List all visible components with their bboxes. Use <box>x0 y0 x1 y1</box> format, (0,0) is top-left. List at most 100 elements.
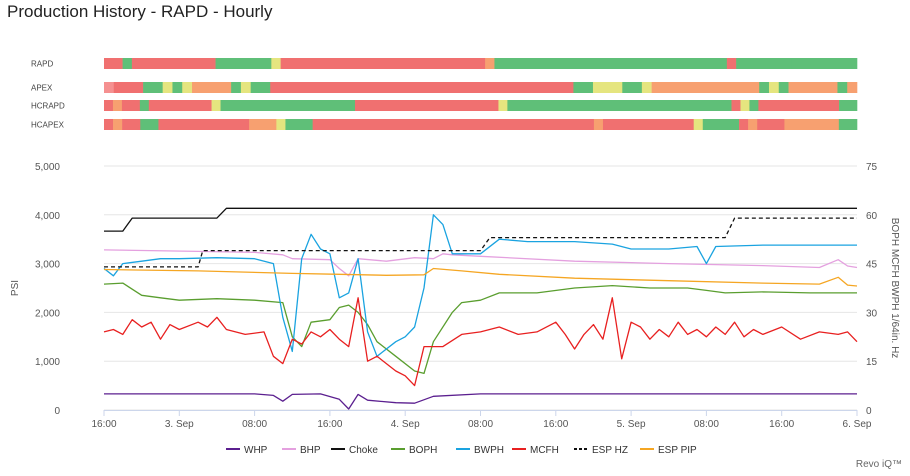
status-segment[interactable] <box>220 100 356 111</box>
status-segment[interactable] <box>788 82 838 93</box>
x-tick-label: 3. Sep <box>165 419 194 430</box>
status-segment[interactable] <box>240 82 251 93</box>
status-segment[interactable] <box>215 58 272 69</box>
status-segment[interactable] <box>748 119 758 130</box>
status-segment[interactable] <box>285 119 313 130</box>
status-segment[interactable] <box>143 82 163 93</box>
status-segment[interactable] <box>121 100 141 111</box>
status-segment[interactable] <box>498 100 508 111</box>
status-segment[interactable] <box>651 82 760 93</box>
y-right-axis-title: BOPH MCFH BWPH 1/64in. Hz <box>889 218 900 359</box>
y-left-tick-label: 2,000 <box>35 308 60 319</box>
y-right-tick-label: 30 <box>866 308 878 319</box>
status-segment[interactable] <box>104 58 123 69</box>
status-segment[interactable] <box>838 119 858 130</box>
status-segment[interactable] <box>749 100 759 111</box>
status-segment[interactable] <box>693 119 704 130</box>
status-segment[interactable] <box>280 58 486 69</box>
status-segment[interactable] <box>172 82 183 93</box>
status-segment[interactable] <box>211 100 221 111</box>
status-segment[interactable] <box>702 119 740 130</box>
status-segment[interactable] <box>276 119 286 130</box>
status-segment[interactable] <box>758 100 840 111</box>
status-segment[interactable] <box>113 82 144 93</box>
legend-item[interactable]: Choke <box>349 445 378 456</box>
status-segment[interactable] <box>131 58 216 69</box>
status-segment[interactable] <box>162 82 173 93</box>
status-segment[interactable] <box>837 82 848 93</box>
legend-item[interactable]: MCFH <box>530 445 559 456</box>
status-segment[interactable] <box>139 100 150 111</box>
series-line-mcfh[interactable] <box>103 297 858 387</box>
status-segment[interactable] <box>140 119 159 130</box>
status-segment[interactable] <box>602 119 694 130</box>
status-segment[interactable] <box>736 58 793 69</box>
status-segment[interactable] <box>355 100 499 111</box>
series-line-esp-pip[interactable] <box>103 267 858 287</box>
x-tick-label: 16:00 <box>543 419 568 430</box>
y-left-tick-label: 1,000 <box>35 357 60 368</box>
status-segment[interactable] <box>778 82 789 93</box>
y-right-tick-label: 45 <box>866 260 878 271</box>
series-line-choke[interactable] <box>104 207 857 232</box>
legend-item[interactable]: WHP <box>244 445 268 456</box>
x-tick-label: 16:00 <box>769 419 794 430</box>
status-segment[interactable] <box>192 82 232 93</box>
status-segment[interactable] <box>113 119 123 130</box>
status-segment[interactable] <box>270 82 574 93</box>
status-segment[interactable] <box>104 119 114 130</box>
status-segment[interactable] <box>757 119 785 130</box>
series-line-esp-hz[interactable] <box>104 217 857 268</box>
status-segment[interactable] <box>148 100 212 111</box>
status-segment[interactable] <box>593 119 604 130</box>
y-left-tick-label: 5,000 <box>35 162 60 173</box>
status-segment[interactable] <box>494 58 728 69</box>
status-segment[interactable] <box>622 82 643 93</box>
status-segment[interactable] <box>485 58 495 69</box>
status-segment[interactable] <box>839 100 858 111</box>
status-segment[interactable] <box>641 82 652 93</box>
legend-item[interactable]: BWPH <box>474 445 504 456</box>
status-segment[interactable] <box>231 82 242 93</box>
series-line-bhp[interactable] <box>103 249 858 277</box>
legend-item[interactable]: ESP HZ <box>592 445 628 456</box>
status-segment[interactable] <box>507 100 732 111</box>
x-tick-label: 16:00 <box>91 419 116 430</box>
status-segment[interactable] <box>592 82 623 93</box>
status-segment[interactable] <box>739 119 749 130</box>
status-segment[interactable] <box>726 58 737 69</box>
status-segment[interactable] <box>759 82 770 93</box>
y-left-axis-title: PSI <box>10 280 21 296</box>
status-segment[interactable] <box>122 58 133 69</box>
legend-item[interactable]: BHP <box>300 445 321 456</box>
x-tick-label: 5. Sep <box>617 419 646 430</box>
status-segment[interactable] <box>731 100 741 111</box>
y-right-tick-label: 15 <box>866 357 878 368</box>
legend-item[interactable]: ESP PIP <box>658 445 697 456</box>
status-segment[interactable] <box>740 100 750 111</box>
status-segment[interactable] <box>122 119 141 130</box>
status-segment[interactable] <box>784 119 840 130</box>
status-segment[interactable] <box>249 119 277 130</box>
status-segment[interactable] <box>312 119 595 130</box>
status-segment[interactable] <box>112 100 123 111</box>
legend-item[interactable]: BOPH <box>409 445 437 456</box>
status-segment[interactable] <box>104 100 114 111</box>
status-segment[interactable] <box>250 82 271 93</box>
status-segment[interactable] <box>573 82 594 93</box>
status-segment[interactable] <box>801 58 858 69</box>
status-segment[interactable] <box>847 82 858 93</box>
x-tick-label: 4. Sep <box>391 419 420 430</box>
status-segment[interactable] <box>104 82 115 93</box>
status-segment[interactable] <box>768 82 780 93</box>
status-segment[interactable] <box>791 58 802 69</box>
status-segment[interactable] <box>182 82 193 93</box>
x-tick-label: 6. Sep <box>843 419 872 430</box>
credits-label[interactable]: Revo iQ™ <box>855 459 902 470</box>
series-line-whp[interactable] <box>104 393 857 410</box>
series-line-bwph[interactable] <box>103 214 857 357</box>
status-row-label: RAPD <box>31 60 53 69</box>
status-segment[interactable] <box>158 119 250 130</box>
status-segment[interactable] <box>271 58 281 69</box>
series-line-boph[interactable] <box>103 282 857 375</box>
